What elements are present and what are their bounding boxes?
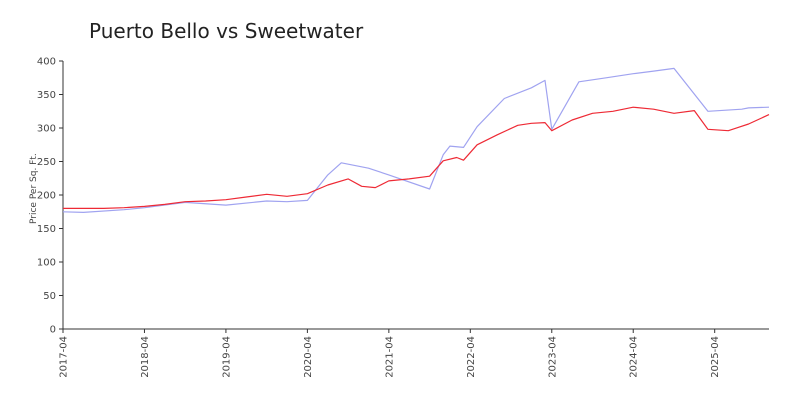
y-tick-label: 150 xyxy=(37,224,56,235)
x-tick-label: 2025-04 xyxy=(710,336,721,378)
x-tick-label: 2021-04 xyxy=(384,336,395,378)
y-tick-label: 50 xyxy=(43,291,56,302)
x-tick-label: 2024-04 xyxy=(629,336,640,378)
plot-area xyxy=(62,67,770,213)
y-tick-label: 400 xyxy=(37,57,56,68)
x-tick-label: 2020-04 xyxy=(303,336,314,378)
y-tick-label: 200 xyxy=(37,191,56,202)
y-tick-label: 100 xyxy=(37,258,56,269)
y-tick-label: 350 xyxy=(37,90,56,101)
x-tick-label: 2018-04 xyxy=(140,336,151,378)
x-tick-label: 2019-04 xyxy=(221,336,232,378)
y-tick-label: 300 xyxy=(37,124,56,135)
y-tick-label: 0 xyxy=(50,325,56,336)
y-axis-label: Price Per Sq. Ft. xyxy=(29,153,39,224)
y-tick-label: 250 xyxy=(37,157,56,168)
series-line-2 xyxy=(62,67,770,213)
x-tick-label: 2023-04 xyxy=(547,336,558,378)
x-tick-label: 2022-04 xyxy=(466,336,477,378)
series-line-1 xyxy=(63,106,770,209)
axes: 0 50 100 150 200 250 300 350 400 2017-04 2018-04 20… xyxy=(37,57,769,378)
chart-title: Puerto Bello vs Sweetwater xyxy=(89,19,364,43)
x-tick-label: 2017-04 xyxy=(59,336,70,378)
